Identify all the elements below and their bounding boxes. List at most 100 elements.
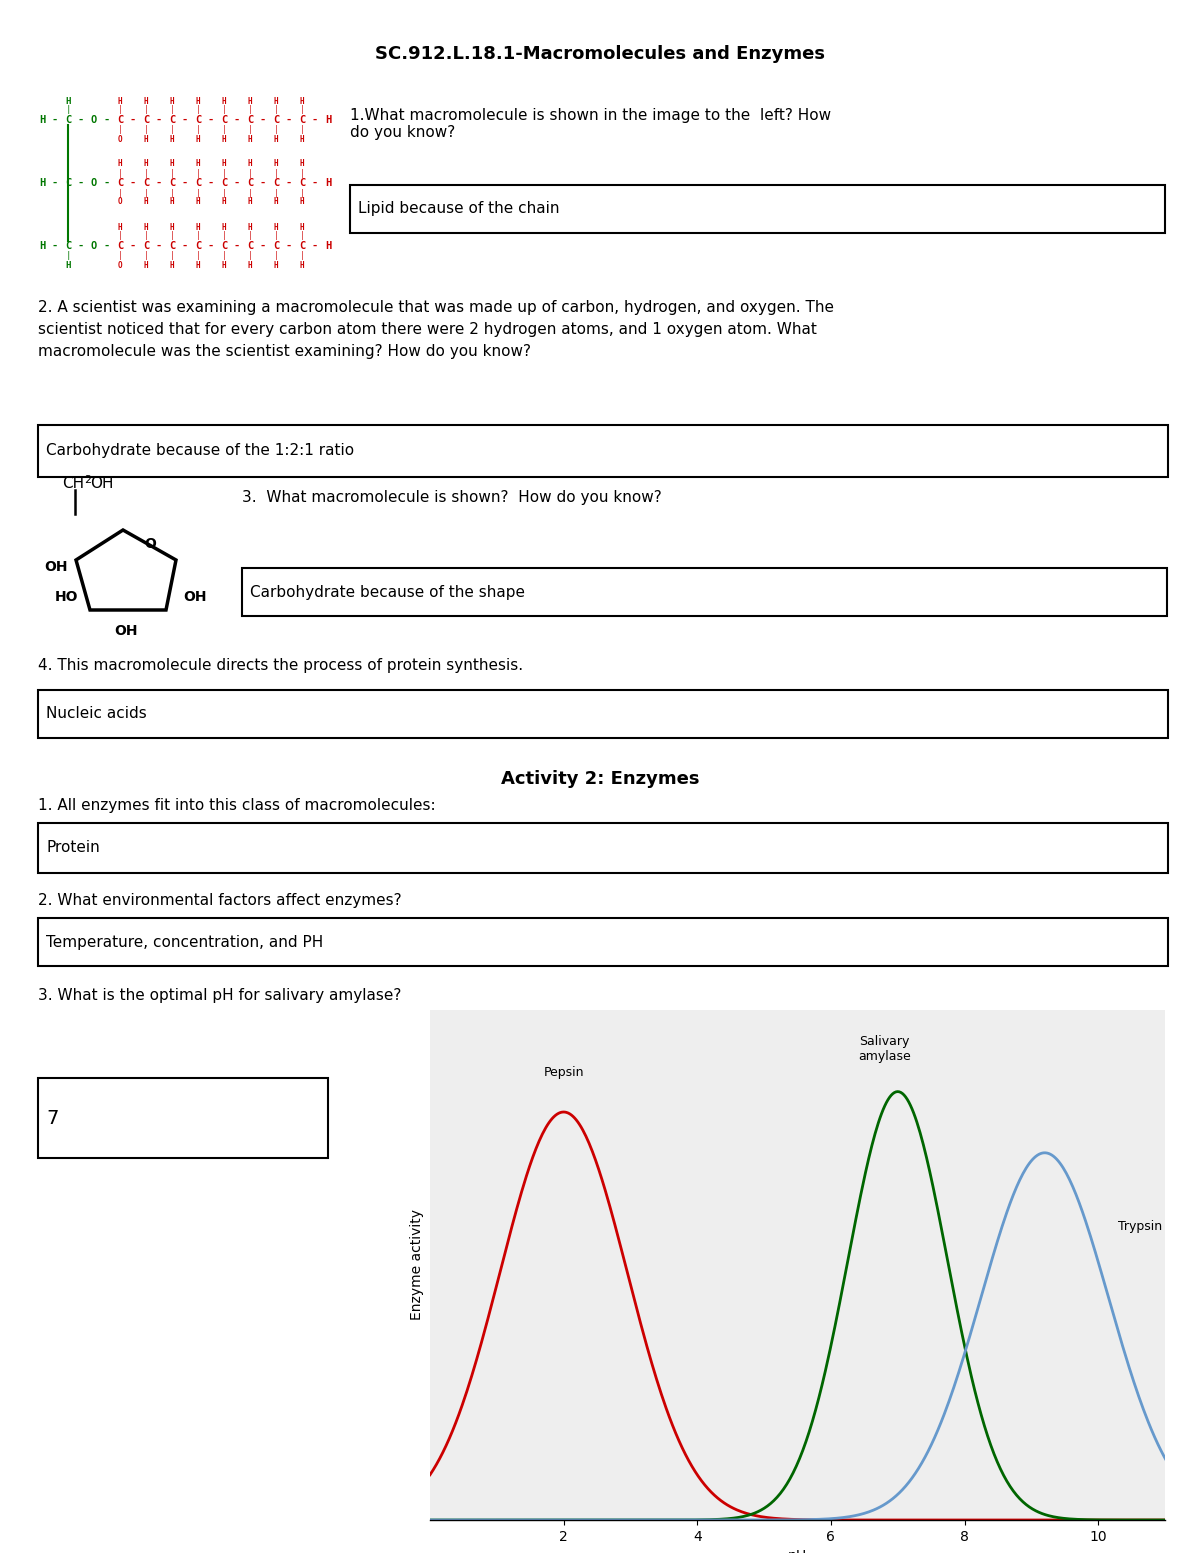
Text: -: - bbox=[104, 115, 110, 124]
Text: OH: OH bbox=[44, 561, 68, 575]
Text: C: C bbox=[65, 241, 71, 252]
Text: H: H bbox=[144, 222, 149, 231]
Text: O: O bbox=[118, 135, 122, 143]
Text: -: - bbox=[208, 115, 214, 124]
Text: |: | bbox=[144, 231, 149, 241]
Text: |: | bbox=[196, 168, 200, 177]
Text: |: | bbox=[300, 126, 305, 135]
Text: H: H bbox=[169, 135, 174, 143]
Text: C: C bbox=[299, 179, 305, 188]
Text: H: H bbox=[274, 222, 278, 231]
Text: |: | bbox=[300, 168, 305, 177]
Text: -: - bbox=[78, 179, 84, 188]
Text: -: - bbox=[104, 179, 110, 188]
Text: Carbohydrate because of the shape: Carbohydrate because of the shape bbox=[250, 584, 526, 599]
Text: H: H bbox=[247, 135, 252, 143]
Text: |: | bbox=[247, 168, 252, 177]
Text: H: H bbox=[144, 135, 149, 143]
Text: |: | bbox=[144, 168, 149, 177]
Text: H: H bbox=[169, 197, 174, 207]
Text: -: - bbox=[52, 179, 58, 188]
Text: C: C bbox=[194, 179, 202, 188]
Text: |: | bbox=[247, 188, 252, 197]
Text: H: H bbox=[196, 197, 200, 207]
Text: |: | bbox=[196, 126, 200, 135]
Text: |: | bbox=[118, 231, 122, 241]
Text: H: H bbox=[274, 160, 278, 168]
Text: C: C bbox=[143, 179, 149, 188]
Text: C: C bbox=[65, 115, 71, 124]
Text: H: H bbox=[274, 135, 278, 143]
Text: -: - bbox=[286, 115, 292, 124]
Text: |: | bbox=[169, 106, 174, 115]
Text: -: - bbox=[286, 179, 292, 188]
Text: Protein: Protein bbox=[46, 840, 100, 856]
Text: C: C bbox=[194, 115, 202, 124]
Text: C: C bbox=[169, 115, 175, 124]
Text: H: H bbox=[274, 96, 278, 106]
Text: |: | bbox=[274, 188, 278, 197]
Text: C: C bbox=[221, 115, 227, 124]
FancyBboxPatch shape bbox=[38, 426, 1168, 477]
Text: |: | bbox=[222, 106, 227, 115]
Text: |: | bbox=[65, 106, 71, 115]
Text: |: | bbox=[300, 188, 305, 197]
Text: C: C bbox=[65, 179, 71, 188]
Text: -: - bbox=[130, 179, 136, 188]
Text: Lipid because of the chain: Lipid because of the chain bbox=[358, 202, 559, 216]
Text: -: - bbox=[260, 115, 266, 124]
Text: H: H bbox=[169, 96, 174, 106]
Text: C: C bbox=[221, 179, 227, 188]
Text: H: H bbox=[300, 261, 305, 270]
Text: H: H bbox=[38, 179, 46, 188]
Text: 2. What environmental factors affect enzymes?: 2. What environmental factors affect enz… bbox=[38, 893, 402, 909]
Text: -: - bbox=[130, 241, 136, 252]
Text: C: C bbox=[247, 179, 253, 188]
Text: H: H bbox=[300, 197, 305, 207]
Text: H: H bbox=[247, 261, 252, 270]
Text: O: O bbox=[91, 115, 97, 124]
Text: |: | bbox=[300, 231, 305, 241]
Text: |: | bbox=[144, 126, 149, 135]
Text: HO: HO bbox=[54, 590, 78, 604]
Text: H: H bbox=[38, 241, 46, 252]
Text: C: C bbox=[272, 241, 280, 252]
Text: -: - bbox=[52, 115, 58, 124]
Text: OH: OH bbox=[90, 475, 114, 491]
Text: H: H bbox=[196, 261, 200, 270]
Text: 7: 7 bbox=[46, 1109, 59, 1127]
Text: |: | bbox=[196, 106, 200, 115]
Text: -: - bbox=[182, 115, 188, 124]
Text: |: | bbox=[118, 252, 122, 261]
Text: C: C bbox=[143, 115, 149, 124]
Text: H: H bbox=[325, 179, 331, 188]
Text: -: - bbox=[78, 115, 84, 124]
Text: |: | bbox=[169, 188, 174, 197]
Text: |: | bbox=[247, 252, 252, 261]
Text: H: H bbox=[118, 96, 122, 106]
Text: 3.  What macromolecule is shown?  How do you know?: 3. What macromolecule is shown? How do y… bbox=[242, 491, 661, 505]
Text: -: - bbox=[234, 241, 240, 252]
Text: 1. All enzymes fit into this class of macromolecules:: 1. All enzymes fit into this class of ma… bbox=[38, 798, 436, 814]
Text: |: | bbox=[196, 231, 200, 241]
FancyBboxPatch shape bbox=[242, 568, 1166, 617]
Text: C: C bbox=[116, 241, 124, 252]
Text: C: C bbox=[299, 115, 305, 124]
Text: O: O bbox=[118, 261, 122, 270]
Text: |: | bbox=[118, 188, 122, 197]
Text: |: | bbox=[169, 252, 174, 261]
Text: -: - bbox=[156, 179, 162, 188]
X-axis label: pH: pH bbox=[788, 1550, 808, 1553]
Text: C: C bbox=[299, 241, 305, 252]
Text: |: | bbox=[274, 106, 278, 115]
Text: C: C bbox=[169, 179, 175, 188]
Text: |: | bbox=[196, 252, 200, 261]
Text: H: H bbox=[196, 160, 200, 168]
Text: H: H bbox=[118, 160, 122, 168]
Text: |: | bbox=[274, 168, 278, 177]
Text: |: | bbox=[169, 231, 174, 241]
FancyBboxPatch shape bbox=[350, 185, 1165, 233]
Text: H: H bbox=[247, 96, 252, 106]
Text: Nucleic acids: Nucleic acids bbox=[46, 707, 146, 722]
Text: |: | bbox=[300, 106, 305, 115]
